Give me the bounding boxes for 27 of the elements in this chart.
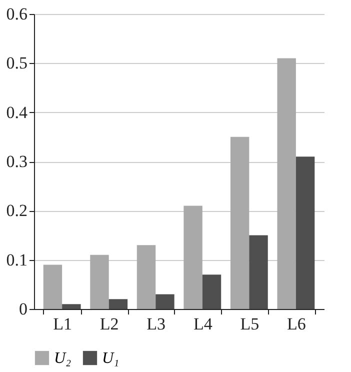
bar	[43, 264, 62, 309]
bar	[108, 299, 128, 309]
bar	[296, 156, 315, 309]
x-tick-label: L4	[193, 314, 213, 334]
y-tick-label: 0.1	[6, 250, 28, 270]
bar	[136, 245, 156, 309]
legend-label: U₂	[54, 350, 72, 367]
x-tick-label: L5	[240, 314, 260, 334]
bar	[277, 58, 296, 309]
bar	[249, 235, 268, 309]
y-tick-label: 0	[19, 300, 28, 318]
y-tick-label: 0.5	[6, 54, 28, 73]
x-tick-label: L6	[286, 314, 306, 334]
y-tick-label: 0.3	[6, 152, 28, 171]
bar	[230, 136, 250, 309]
bar	[62, 304, 81, 309]
x-tick-label: L1	[53, 314, 72, 334]
bar	[202, 274, 222, 309]
x-tick-label: L2	[100, 314, 119, 334]
bar	[156, 294, 174, 309]
bar	[184, 206, 202, 309]
x-tick-label: L3	[146, 314, 166, 334]
legend-label: U₁	[102, 350, 120, 367]
y-tick-label: 0.4	[6, 102, 28, 122]
y-tick-label: 0.6	[6, 4, 28, 24]
y-tick-label: 0.2	[6, 201, 28, 220]
bar	[90, 254, 109, 309]
